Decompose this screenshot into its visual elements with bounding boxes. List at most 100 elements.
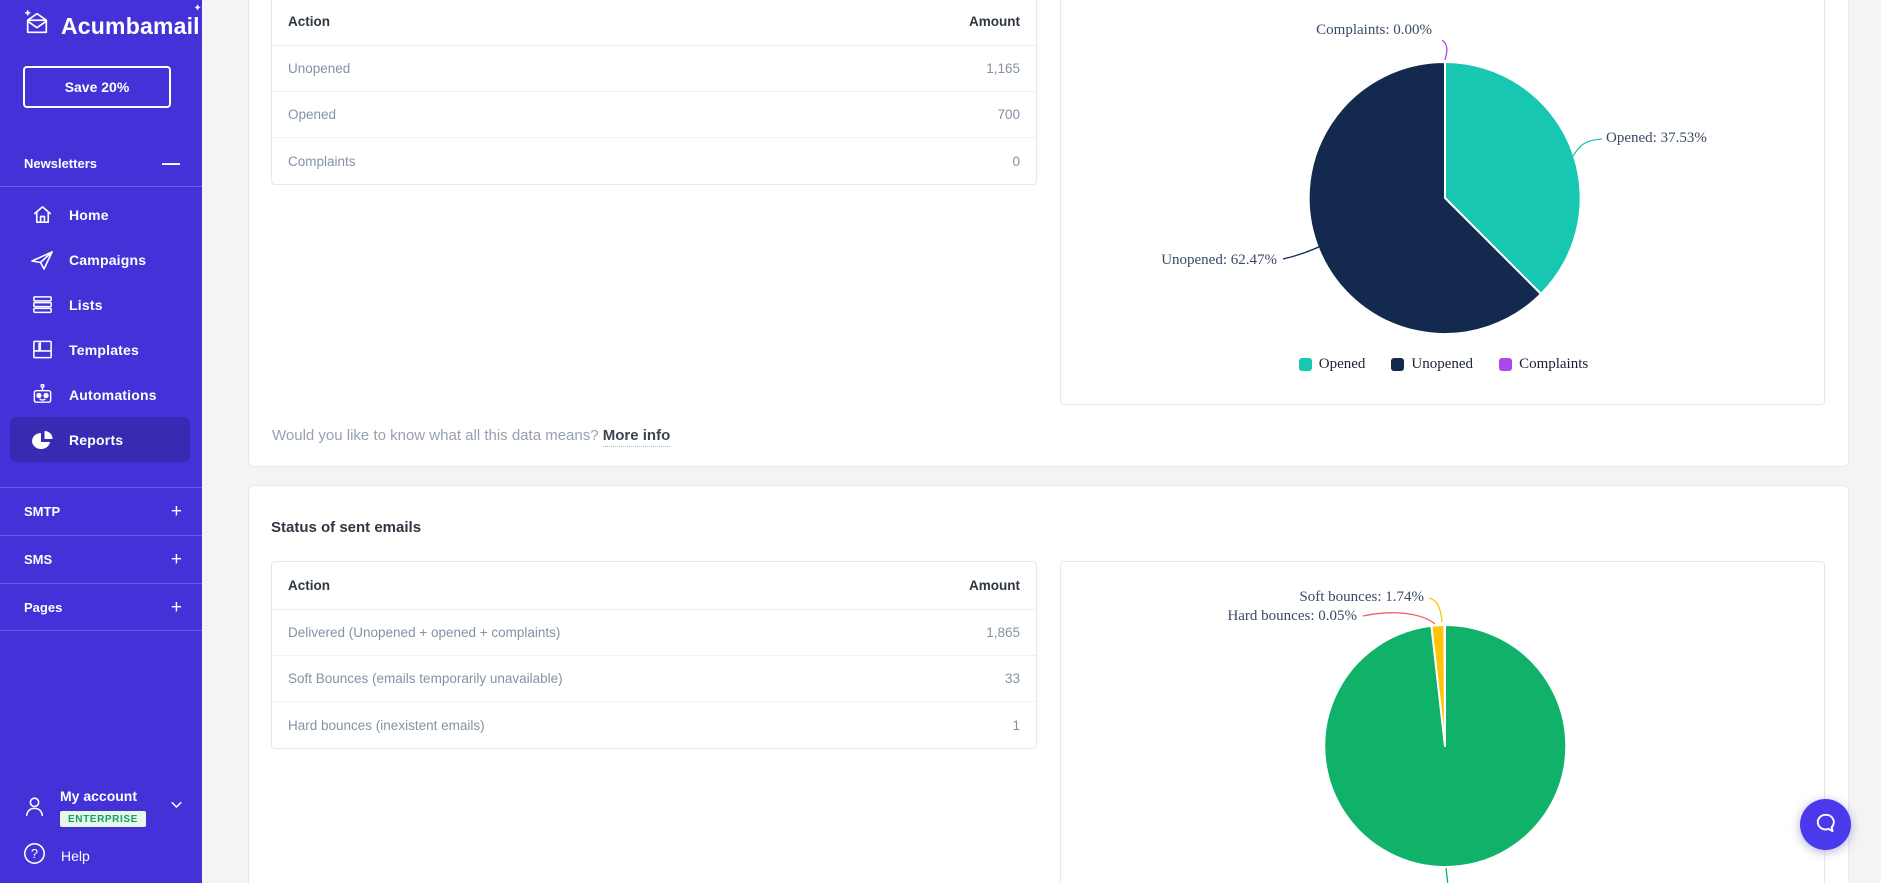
save-discount-button[interactable]: Save 20% — [23, 66, 171, 108]
column-action: Action — [288, 578, 330, 593]
cell-action: Delivered (Unopened + opened + complaint… — [288, 625, 561, 640]
sidebar-item-reports[interactable]: Reports — [10, 417, 190, 462]
leader-line-soft-bounces — [1428, 597, 1443, 623]
group-label: SMTP — [24, 504, 61, 519]
leader-line-delivered — [1445, 867, 1449, 883]
help-label: Help — [61, 848, 90, 864]
cell-amount: 700 — [997, 107, 1020, 122]
sent-status-card: Status of sent emails Action Amount Deli… — [248, 485, 1849, 883]
chevron-down-icon[interactable] — [169, 797, 184, 827]
sparkle-icon: ✦ — [193, 3, 202, 14]
paper-plane-icon — [30, 248, 54, 272]
cell-action: Unopened — [288, 61, 351, 76]
leader-line-hard-bounces — [1362, 612, 1436, 625]
help-button[interactable]: ? Help — [0, 841, 202, 871]
sidebar-nav: Home Campaigns Lists — [0, 192, 202, 462]
sidebar-group-sms[interactable]: SMS + — [0, 535, 202, 583]
sidebar-item-lists[interactable]: Lists — [10, 282, 190, 327]
nav-label: Templates — [69, 341, 140, 358]
question-circle-icon: ? — [22, 841, 47, 871]
legend-item-unopened[interactable]: Unopened — [1391, 356, 1473, 373]
cell-amount: 1,865 — [986, 625, 1020, 640]
leader-line-opened — [1572, 138, 1603, 157]
plus-icon[interactable]: + — [170, 501, 182, 522]
pie-label-complaints: Complaints: 0.00% — [1316, 22, 1432, 38]
table-row: Delivered (Unopened + opened + complaint… — [272, 610, 1036, 656]
nav-label: Home — [69, 206, 109, 223]
pie-label-unopened: Unopened: 62.47% — [1161, 252, 1277, 268]
pie-slice-unopened[interactable] — [1307, 60, 1542, 335]
opens-pie-chart — [1282, 39, 1603, 335]
robot-icon — [30, 383, 54, 407]
table-row: Complaints 0 — [272, 138, 1036, 184]
sent-status-pie-chart-panel: Soft bounces: 1.74% Hard bounces: 0.05% — [1060, 561, 1825, 883]
chat-widget-button[interactable] — [1800, 799, 1851, 850]
help-question-text: Would you like to know what all this dat… — [272, 427, 599, 444]
column-amount: Amount — [969, 578, 1020, 593]
envelope-icon — [22, 10, 52, 42]
pie-label-opened: Opened: 37.53% — [1606, 130, 1707, 146]
sidebar-item-home[interactable]: Home — [10, 192, 190, 237]
group-label: SMS — [24, 552, 53, 567]
sidebar-item-templates[interactable]: Templates — [10, 327, 190, 372]
column-amount: Amount — [969, 14, 1020, 29]
account-label: My account — [60, 788, 138, 804]
nav-label: Reports — [69, 431, 124, 448]
nav-label: Automations — [69, 386, 157, 403]
cell-action: Soft Bounces (emails temporarily unavail… — [288, 671, 563, 686]
table-row: Opened 700 — [272, 92, 1036, 138]
leader-line-unopened — [1282, 239, 1334, 260]
cell-amount: 1,165 — [986, 61, 1020, 76]
leader-line-complaints — [1441, 39, 1448, 61]
legend-item-complaints[interactable]: Complaints — [1499, 356, 1588, 373]
pie-label-hard-bounces: Hard bounces: 0.05% — [1227, 608, 1357, 624]
cell-action: Complaints — [288, 153, 356, 169]
opens-pie-chart-panel: Complaints: 0.00% Opened: 37.53% Unopene… — [1060, 0, 1825, 405]
table-header-row: Action Amount — [272, 0, 1036, 46]
more-info-link[interactable]: More info — [602, 427, 671, 447]
home-icon — [30, 203, 54, 227]
legend-label: Complaints — [1519, 356, 1589, 372]
sidebar-group-pages[interactable]: Pages + — [0, 583, 202, 631]
my-account[interactable]: My account ENTERPRISE — [0, 788, 202, 827]
column-action: Action — [288, 14, 330, 29]
brand[interactable]: Acumbamail ✦ — [22, 3, 202, 42]
table-row: Soft Bounces (emails temporarily unavail… — [272, 656, 1036, 702]
plus-icon[interactable]: + — [170, 549, 182, 570]
pie-slice-opened[interactable] — [1444, 61, 1582, 295]
sent-status-table: Action Amount Delivered (Unopened + open… — [271, 561, 1037, 749]
newsletters-label: Newsletters — [24, 155, 97, 171]
sidebar-item-campaigns[interactable]: Campaigns — [10, 237, 190, 282]
cell-amount: 33 — [1004, 671, 1020, 686]
card-title: Status of sent emails — [271, 519, 422, 536]
sidebar-section-newsletters[interactable]: Newsletters — — [0, 140, 202, 187]
table-header-row: Action Amount — [272, 562, 1036, 610]
legend-label: Unopened — [1411, 356, 1474, 372]
legend-swatch — [1298, 358, 1312, 371]
svg-text:?: ? — [31, 847, 38, 861]
cell-action: Opened — [288, 107, 337, 122]
cell-amount: 1 — [1012, 717, 1020, 733]
plus-icon[interactable]: + — [170, 596, 182, 618]
pie-slice-soft-bounces[interactable] — [1430, 624, 1446, 747]
list-icon — [30, 293, 54, 317]
nav-label: Lists — [69, 296, 103, 313]
table-row: Hard bounces (inexistent emails) 1 — [272, 702, 1036, 748]
nav-label: Campaigns — [69, 251, 147, 268]
pie-chart-icon — [30, 428, 54, 452]
data-help-note: Would you like to know what all this dat… — [272, 427, 671, 447]
sidebar-groups: SMTP + SMS + Pages + — [0, 487, 202, 631]
table-row: Unopened 1,165 — [272, 46, 1036, 92]
legend-swatch — [1499, 358, 1513, 371]
sidebar-group-smtp[interactable]: SMTP + — [0, 487, 202, 535]
minus-icon[interactable]: — — [162, 153, 180, 173]
sidebar-item-automations[interactable]: Automations — [10, 372, 190, 417]
pie-label-soft-bounces: Soft bounces: 1.74% — [1299, 589, 1424, 605]
template-icon — [30, 338, 54, 362]
cell-amount: 0 — [1012, 153, 1020, 169]
opens-report-card: Action Amount Unopened 1,165 Opened 700 … — [248, 0, 1849, 467]
plan-badge: ENTERPRISE — [60, 811, 146, 827]
legend-item-opened[interactable]: Opened — [1298, 356, 1365, 373]
person-icon — [22, 794, 47, 827]
